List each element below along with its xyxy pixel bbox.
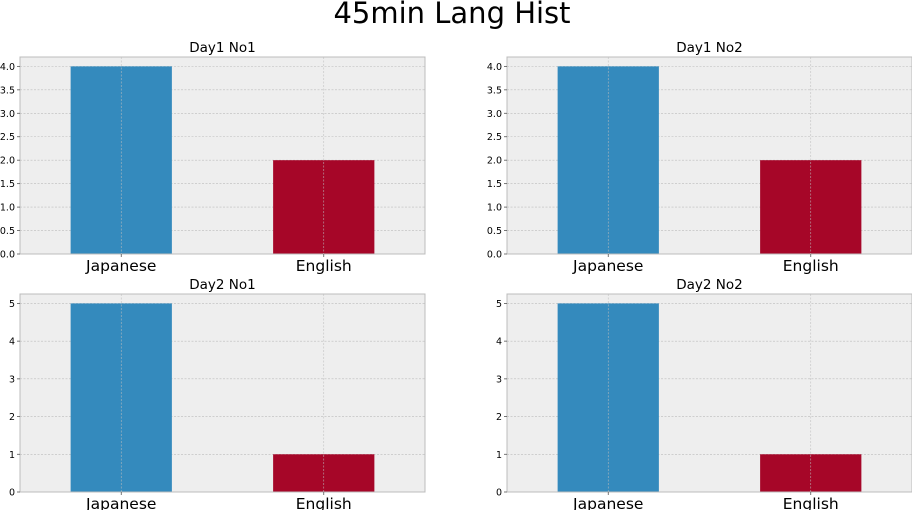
bar-japanese (557, 303, 659, 492)
y-tick-label: 3.0 (487, 109, 502, 120)
y-tick-label: 2 (496, 412, 502, 423)
subplot-day2-no1: 0 1 2 3 4 5 Japanese English Day2 No1 (9, 277, 426, 510)
bar-japanese (70, 303, 172, 492)
y-tick-label: 3 (9, 374, 15, 385)
x-tick-label-japanese: Japanese (85, 257, 156, 275)
y-tick-label: 3 (496, 374, 502, 385)
x-tick-label-japanese: Japanese (85, 495, 156, 510)
y-tick-label: 0.0 (0, 250, 15, 261)
axes-frame (19, 56, 426, 255)
y-tick-label: 3.5 (0, 85, 15, 96)
subplot-title: Day2 No2 (676, 277, 743, 293)
axes-frame (19, 293, 426, 493)
y-tick-label: 2 (9, 412, 15, 423)
subplot-title: Day1 No2 (676, 40, 743, 56)
y-tick-label: 2.5 (487, 132, 502, 143)
y-tick-label: 1.0 (487, 203, 502, 214)
y-tick-label: 5 (9, 299, 15, 310)
x-tick-label-english: English (783, 257, 839, 275)
y-tick-label: 1 (9, 450, 15, 461)
y-tick-label: 1 (496, 450, 502, 461)
figure-title: 45min Lang Hist (333, 0, 570, 30)
subplot-title: Day2 No1 (189, 277, 256, 293)
subplot-title: Day1 No1 (189, 40, 256, 56)
y-tick-label: 0.5 (0, 226, 15, 237)
y-tick-label: 0.0 (487, 250, 502, 261)
y-tick-label: 0 (496, 488, 502, 499)
x-tick-label-japanese: Japanese (572, 257, 643, 275)
y-tick-label: 4 (496, 337, 502, 348)
y-tick-label: 3.0 (0, 109, 15, 120)
y-tick-label: 0 (9, 488, 15, 499)
y-tick-label: 5 (496, 299, 502, 310)
axes-frame (506, 293, 912, 493)
y-tick-label: 1.5 (487, 179, 502, 190)
y-tick-label: 4.0 (487, 62, 502, 73)
y-tick-label: 4.0 (0, 62, 15, 73)
y-tick-label: 4 (9, 337, 15, 348)
y-tick-label: 0.5 (487, 226, 502, 237)
x-tick-label-japanese: Japanese (572, 495, 643, 510)
bar-english (760, 160, 862, 254)
subplot-day2-no2: 0 1 2 3 4 5 Japanese English Day2 No2 (496, 277, 912, 510)
bar-english (273, 160, 375, 254)
x-tick-label-english: English (296, 257, 352, 275)
y-tick-label: 1.5 (0, 179, 15, 190)
axes-frame (506, 56, 912, 255)
subplot-day1-no1: 0.0 0.5 1.0 1.5 2.0 2.5 3.0 3.5 4.0 Japanese Engli… (0, 40, 426, 275)
y-tick-label: 2.5 (0, 132, 15, 143)
x-tick-label-english: English (296, 495, 352, 510)
y-tick-label: 3.5 (487, 85, 502, 96)
y-tick-label: 2.0 (487, 156, 502, 167)
y-tick-label: 1.0 (0, 203, 15, 214)
subplot-day1-no2: 0.0 0.5 1.0 1.5 2.0 2.5 3.0 3.5 4.0 Japanese Engli… (487, 40, 912, 275)
x-tick-label-english: English (783, 495, 839, 510)
y-tick-label: 2.0 (0, 156, 15, 167)
